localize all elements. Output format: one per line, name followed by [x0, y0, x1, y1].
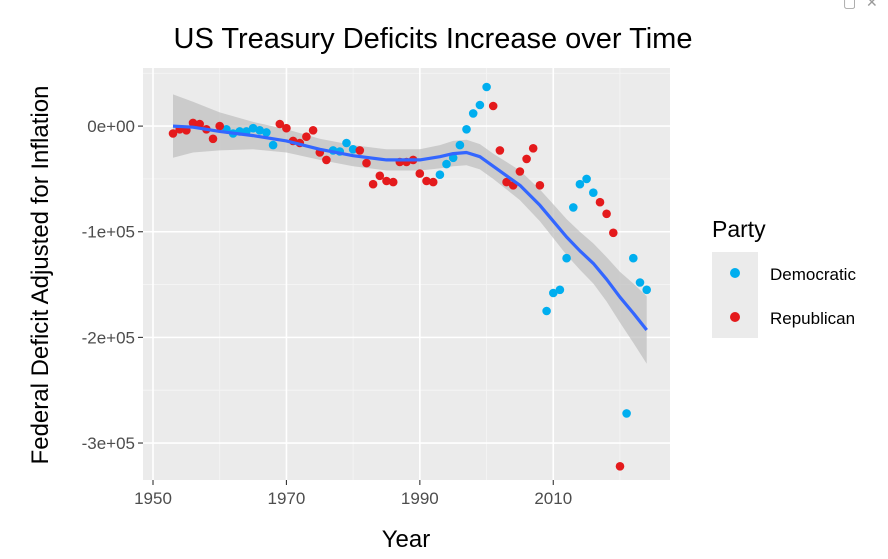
data-point-republican	[495, 146, 505, 155]
y-tick-label: -1e+05	[82, 223, 135, 242]
data-point-democratic	[575, 179, 585, 189]
data-point-republican	[208, 134, 218, 144]
data-point-democratic	[482, 82, 491, 92]
data-point-democratic	[342, 138, 351, 148]
data-point-democratic	[549, 288, 558, 298]
data-point-democratic	[455, 140, 465, 150]
data-point-republican	[515, 167, 525, 176]
data-point-republican	[528, 144, 538, 153]
legend: Party Democratic Republican	[712, 216, 856, 338]
legend-title: Party	[712, 216, 766, 242]
data-point-democratic	[442, 159, 451, 169]
data-point-republican	[355, 146, 365, 155]
data-point-republican	[215, 121, 224, 131]
data-point-democratic	[562, 253, 571, 263]
confidence-band	[173, 94, 647, 364]
data-point-democratic	[462, 125, 471, 134]
data-point-republican	[368, 179, 378, 189]
data-point-democratic	[255, 126, 264, 135]
data-point-republican	[428, 177, 438, 187]
data-point-republican	[375, 171, 385, 181]
data-point-democratic	[468, 109, 478, 118]
data-point-republican	[188, 118, 198, 128]
data-point-republican	[502, 177, 511, 187]
data-point-democratic	[475, 100, 485, 110]
restore-icon[interactable]: ▢	[843, 0, 857, 10]
plot-area: 1950 1970 1990 2010 0e+00 -1e+05 -2e+05 -3e+05	[82, 68, 670, 508]
data-point-democratic	[555, 285, 565, 295]
data-point-democratic	[248, 123, 258, 133]
data-point-democratic	[268, 140, 278, 150]
data-point-republican	[609, 228, 618, 238]
legend-key-republican	[730, 312, 740, 322]
data-point-republican	[362, 158, 371, 168]
data-point-republican	[422, 176, 431, 186]
x-tick-label: 1970	[268, 489, 306, 508]
data-point-democratic	[542, 306, 551, 316]
data-point-democratic	[262, 128, 271, 137]
legend-label-republican: Republican	[770, 309, 855, 328]
data-point-republican	[382, 176, 391, 186]
data-point-democratic	[622, 409, 631, 418]
data-point-republican	[522, 154, 531, 164]
data-point-democratic	[435, 170, 445, 179]
x-tick-label: 1950	[134, 489, 172, 508]
chart-title: US Treasury Deficits Increase over Time	[174, 23, 693, 55]
data-point-republican	[595, 197, 605, 207]
data-point-republican	[302, 132, 311, 141]
data-point-republican	[195, 119, 204, 129]
data-point-democratic	[582, 174, 591, 184]
data-point-democratic	[589, 188, 598, 197]
data-point-republican	[535, 181, 545, 190]
x-tick-label: 1990	[401, 489, 439, 508]
data-point-republican	[602, 209, 611, 219]
legend-key-background	[712, 252, 758, 338]
x-axis-title: Year	[382, 526, 431, 553]
data-point-republican	[282, 123, 291, 133]
data-point-republican	[388, 177, 398, 187]
data-point-republican	[415, 169, 425, 178]
close-icon[interactable]: ✕	[866, 0, 878, 10]
data-point-republican	[168, 129, 178, 138]
data-point-republican	[322, 155, 331, 165]
data-point-democratic	[569, 203, 578, 212]
y-tick-label: -3e+05	[82, 434, 135, 453]
trend-line	[172, 124, 648, 331]
data-point-republican	[308, 126, 318, 135]
y-tick-label: -2e+05	[82, 328, 135, 347]
data-point-democratic	[348, 145, 358, 154]
legend-label-democratic: Democratic	[770, 265, 856, 284]
data-point-republican	[488, 101, 498, 111]
legend-key-democratic	[730, 268, 740, 278]
data-point-democratic	[635, 278, 645, 287]
data-point-democratic	[642, 285, 651, 295]
y-tick-label: 0e+00	[87, 117, 135, 136]
data-point-republican	[615, 462, 625, 471]
x-tick-label: 2010	[534, 489, 572, 508]
data-point-democratic	[629, 253, 638, 263]
y-axis-title: Federal Deficit Adjusted for Inflation	[27, 86, 54, 465]
data-point-republican	[275, 119, 285, 129]
